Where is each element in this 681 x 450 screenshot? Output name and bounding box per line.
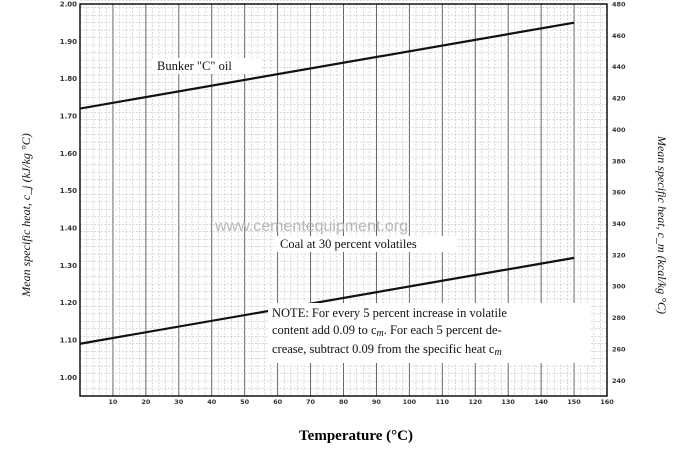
y-tick-label-left: 1.90 [60, 38, 77, 46]
x-tick-label: 160 [600, 398, 614, 406]
note-line-2: content add 0.09 to cm. For each 5 perce… [272, 323, 502, 339]
y-tick-label-right: 420 [612, 95, 626, 103]
y-tick-label-right: 460 [612, 32, 626, 40]
note-line-1: NOTE: For every 5 percent increase in vo… [272, 306, 507, 320]
y-tick-label-left: 1.40 [60, 225, 77, 233]
y-tick-label-left: 2.00 [60, 1, 77, 9]
y-tick-label-left: 1.10 [60, 337, 77, 345]
x-axis-label: Temperature (°C) [299, 428, 413, 444]
note-subscript-m: m [377, 328, 384, 339]
y-tick-label-right: 400 [612, 126, 626, 134]
series-label-oil: Bunker "C" oil [157, 59, 232, 73]
series [79, 21, 575, 345]
plot-frame [79, 3, 608, 397]
series-line-coal [79, 256, 575, 345]
note-background [268, 303, 590, 363]
y-axis-label-left: Mean specific heat, c_j (kJ/kg °C) [19, 133, 33, 297]
y-tick-label-right: 360 [612, 189, 626, 197]
y-tick-label-right: 280 [612, 314, 626, 322]
y-tick-label-left: 1.80 [60, 75, 77, 83]
y-tick-label-right: 480 [612, 1, 626, 9]
y-tick-label-right: 380 [612, 157, 626, 165]
x-tick-label: 100 [403, 398, 417, 406]
x-tick-label: 70 [306, 398, 316, 406]
x-tick-label: 90 [372, 398, 382, 406]
x-tick-label: 80 [339, 398, 349, 406]
y-tick-label-right: 240 [612, 377, 626, 385]
x-tick-label: 140 [534, 398, 548, 406]
series-label-coal: Coal at 30 percent volatiles [280, 237, 417, 251]
note-subscript-m: m [494, 347, 501, 358]
x-tick-label: 10 [108, 398, 118, 406]
x-tick-label: 130 [501, 398, 515, 406]
y-tick-label-left: 1.70 [60, 113, 77, 121]
x-tick-label: 50 [240, 398, 250, 406]
x-tick-label: 20 [141, 398, 151, 406]
x-tick-label: 150 [567, 398, 581, 406]
y-tick-label-right: 320 [612, 251, 626, 259]
y-tick-label-right: 340 [612, 220, 626, 228]
tick-labels: 1.00 1.10 1.20 1.30 1.40 1.50 1.60 1.70 1.80 1.90… [60, 1, 626, 407]
series-line-bunker-c-oil [79, 21, 575, 110]
x-tick-label: 110 [436, 398, 450, 406]
note-line-2-text: content add 0.09 to c [272, 323, 377, 337]
x-tick-label: 60 [273, 398, 283, 406]
y-tick-label-left: 1.20 [60, 299, 77, 307]
x-tick-label: 30 [174, 398, 184, 406]
y-axis-label-right: Mean specific heat, c_m (kcal/kg °C) [655, 135, 669, 314]
series-label-bg [152, 58, 262, 74]
x-tick-label: 120 [468, 398, 482, 406]
y-tick-label-left: 1.30 [60, 262, 77, 270]
y-tick-label-left: 1.50 [60, 187, 77, 195]
y-tick-label-left: 1.60 [60, 150, 77, 158]
note-line-2-rest: . For each 5 percent de- [384, 323, 502, 337]
y-tick-label-right: 260 [612, 345, 626, 353]
series-label-bg [276, 236, 456, 252]
note-line-3: crease, subtract 0.09 from the specific … [272, 342, 502, 358]
y-tick-label-left: 1.00 [60, 374, 77, 382]
y-tick-label-right: 300 [612, 283, 626, 291]
watermark-text: www.cementequipment.org [214, 218, 408, 235]
note-line-3-text: crease, subtract 0.09 from the specific … [272, 342, 495, 356]
x-tick-label: 40 [207, 398, 217, 406]
y-tick-label-right: 440 [612, 63, 626, 71]
